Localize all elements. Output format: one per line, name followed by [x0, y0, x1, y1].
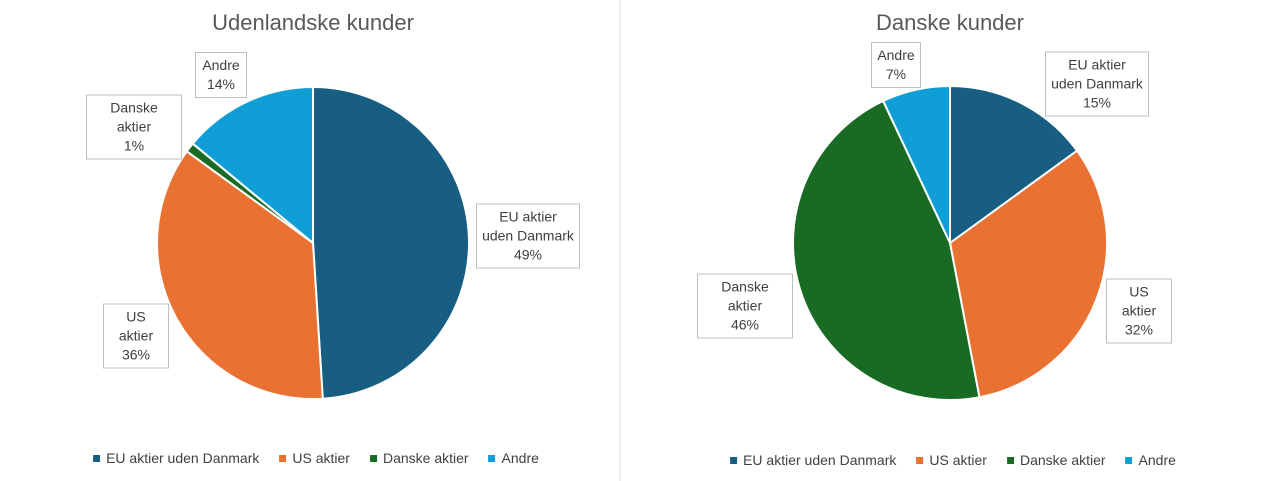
- legend: EU aktier uden Danmark US aktier Danske ak…: [93, 450, 539, 466]
- pie-slice: [792, 99, 981, 401]
- legend-swatch: [369, 454, 377, 462]
- data-label: Danske aktier 46%: [697, 273, 793, 339]
- chart-title: Udenlandske kunder: [212, 10, 414, 35]
- legend-swatch: [1125, 456, 1133, 464]
- label-category: US aktier: [118, 308, 154, 344]
- pie-slice: [948, 149, 1108, 399]
- legend-label: Andre: [1138, 452, 1176, 468]
- legend-item: EU aktier uden Danmark: [730, 452, 896, 468]
- pie-slice: [949, 84, 1079, 245]
- legend-swatch: [279, 454, 287, 462]
- pie-slice: [312, 85, 470, 400]
- legend-label: Andre: [501, 450, 539, 466]
- data-label: US aktier 32%: [1106, 278, 1172, 344]
- legend: EU aktier uden Danmark US aktier Danske ak…: [730, 452, 1176, 468]
- legend-label: Danske aktier: [1019, 452, 1106, 468]
- legend-swatch: [916, 456, 924, 464]
- label-value: 49%: [513, 246, 543, 263]
- legend-item: Danske aktier: [369, 450, 469, 466]
- legend-label: US aktier: [929, 452, 987, 468]
- pie-slice: [191, 85, 314, 246]
- data-label: Andre 14%: [195, 52, 247, 98]
- label-value: 15%: [1082, 94, 1112, 111]
- legend-label: EU aktier uden Danmark: [106, 450, 260, 466]
- label-category: US aktier: [1121, 283, 1157, 319]
- label-value: 7%: [885, 66, 907, 82]
- label-value: 32%: [1124, 321, 1154, 338]
- legend-item: Andre: [1125, 452, 1176, 468]
- legend-label: US aktier: [292, 450, 350, 466]
- legend-item: EU aktier uden Danmark: [93, 450, 259, 466]
- legend-label: EU aktier uden Danmark: [743, 452, 897, 468]
- legend-swatch: [488, 454, 496, 462]
- legend-label: Danske aktier: [382, 450, 469, 466]
- label-value: 36%: [121, 346, 151, 363]
- legend-item: Danske aktier: [1006, 452, 1106, 468]
- legend-item: Andre: [488, 450, 539, 466]
- data-label: US aktier 36%: [103, 303, 169, 369]
- chart-title: Danske kunder: [876, 10, 1024, 35]
- label-value: 46%: [730, 316, 760, 333]
- data-label: EU aktier uden Danmark 49%: [476, 203, 580, 269]
- legend-item: US aktier: [279, 450, 350, 466]
- legend-swatch: [1006, 456, 1014, 464]
- data-label: Danske aktier 1%: [86, 94, 182, 160]
- label-value: 1%: [123, 137, 145, 154]
- label-category: EU aktier uden Danmark: [1051, 56, 1143, 92]
- pie-slice: [881, 84, 951, 244]
- legend-swatch: [93, 454, 101, 462]
- label-category: Andre: [877, 47, 915, 63]
- data-label: Andre 7%: [871, 42, 921, 88]
- pie-slice: [156, 149, 324, 400]
- legend-item: US aktier: [916, 452, 987, 468]
- label-category: EU aktier uden Danmark: [482, 208, 574, 244]
- label-category: Andre: [202, 57, 240, 73]
- label-category: Danske aktier: [721, 278, 769, 314]
- label-value: 14%: [206, 76, 236, 92]
- legend-swatch: [730, 456, 738, 464]
- data-label: EU aktier uden Danmark 15%: [1045, 51, 1149, 117]
- label-category: Danske aktier: [110, 99, 158, 135]
